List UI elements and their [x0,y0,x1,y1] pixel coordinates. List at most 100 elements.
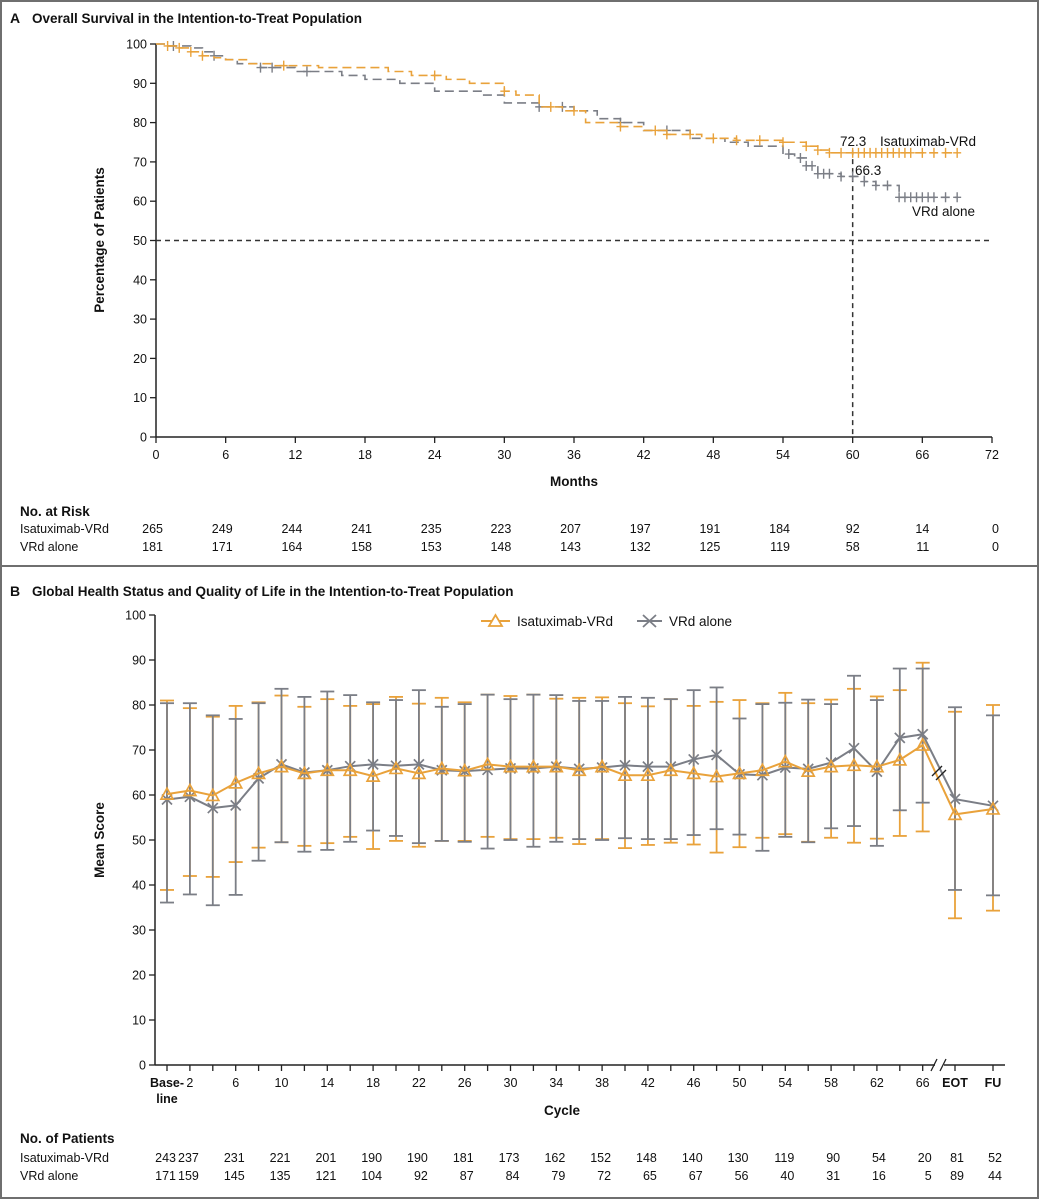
x-tick-label: 34 [549,1076,563,1090]
isa-triangle-marker [274,758,289,773]
risk-value: 92 [846,522,860,536]
risk-value: 235 [421,522,442,536]
line-break-icon [931,765,947,781]
patients-value: 81 [950,1151,964,1165]
patients-value: 92 [414,1169,428,1183]
y-tick-label: 100 [125,609,146,623]
y-tick-label: 70 [132,744,146,758]
patients-value: 135 [270,1169,291,1183]
isa-triangle-marker [686,765,702,780]
isa-triangle-marker [571,762,587,777]
x-tick-label: 66 [915,448,929,462]
x-tick-label: 6 [222,448,229,462]
patients-value: 145 [224,1169,245,1183]
x-tick-label: 6 [232,1076,239,1090]
y-tick-label: 10 [132,1014,146,1028]
isa-survival-curve [156,43,958,154]
isa-triangle-marker [228,775,244,789]
patients-value: 162 [544,1151,565,1165]
vrd-x-marker [894,732,906,744]
x-tick-label-line: line [156,1092,178,1106]
x-tick-label: 48 [706,448,720,462]
vrd-x-marker [688,753,700,766]
risk-value: 14 [915,522,929,536]
vrd-x-marker [848,742,860,754]
isa-censor-mark [732,135,741,146]
isa-censor-mark [570,105,578,116]
x-tick-label: 30 [497,448,511,462]
risk-value: 171 [212,540,233,554]
x-tick-label: 0 [153,448,160,462]
x-tick-label: Base-line [150,1076,184,1106]
y-tick-label: 20 [132,969,146,983]
patients-value: 190 [361,1151,382,1165]
risk-value: 191 [699,522,720,536]
legend-vrd-label: VRd alone [669,614,732,629]
isa-triangle-marker [800,763,816,777]
y-tick-label: 80 [132,699,146,713]
x-tick-label: 36 [567,448,581,462]
isa-triangle-marker [548,758,564,773]
vrd-censor-mark [953,192,962,203]
patients-value: 20 [918,1151,932,1165]
isa-censor-mark [651,125,660,136]
risk-value: 265 [142,522,163,536]
isa-censor-mark [430,70,439,81]
patients-value: 67 [689,1169,703,1183]
y-tick-label: 30 [132,924,146,938]
patients-value: 119 [774,1151,794,1165]
isa-censor-mark [662,129,671,140]
isa-triangle-marker [846,757,862,772]
patients-value: 44 [988,1169,1002,1183]
isa-triangle-marker [915,737,931,751]
risk-value: 249 [212,522,233,536]
patients-value: 221 [270,1151,291,1165]
patients-value: 90 [826,1151,840,1165]
isa-triangle-marker [388,760,404,775]
patients-value: 54 [872,1151,886,1165]
panel-a-title: Overall Survival in the Intention-to-Tre… [32,11,362,26]
patients-value: 56 [735,1169,749,1183]
risk-value: 0 [992,540,999,554]
legend-isa-triangle-icon [487,613,504,627]
x-tick-label: 26 [458,1076,472,1090]
x-tick-label: 72 [985,448,999,462]
isa-triangle-marker [457,762,473,777]
patients-value: 84 [506,1169,520,1183]
patients-value: 31 [826,1169,840,1183]
x-tick-label: 54 [778,1076,792,1090]
y-tick-label: 10 [133,391,147,405]
isa-censor-mark [186,46,195,57]
vrd-censor-mark [796,152,805,163]
risk-value: 164 [281,540,302,554]
isa-triangle-marker [892,752,908,766]
y-tick-label: 90 [133,77,147,91]
isa-censor-mark [802,141,811,152]
y-tick-label: 0 [139,1059,146,1073]
risk-row-label: Isatuximab-VRd [20,522,109,536]
isa-triangle-marker [985,801,1001,815]
y-tick-label: 60 [132,789,146,803]
patients-value: 87 [460,1169,474,1183]
isa-triangle-marker [434,760,450,775]
risk-value: 207 [560,522,581,536]
patients-value: 79 [551,1169,565,1183]
vrd-x-marker [367,758,379,771]
vrd-x-marker [949,793,961,805]
y-tick-label: 40 [132,879,146,893]
isa-triangle-marker [319,762,335,777]
y-tick-label: 30 [133,313,147,327]
patients-value: 16 [872,1169,886,1183]
axis-break-icon [930,1058,947,1072]
legend-isa-label: Isatuximab-VRd [517,614,613,629]
vrd-censor-mark [256,62,265,73]
isa-triangle-marker [663,762,679,777]
isa-censor-mark [813,145,822,156]
panel-a-ylabel: Percentage of Patients [92,167,107,313]
vrd-censor-mark [825,168,834,179]
y-tick-label: 50 [133,234,147,248]
vrd-censor-mark [210,50,219,61]
panel-a-xlabel: Months [550,474,598,489]
vrd-60mo-value: 66.3 [855,163,881,178]
panel-b-title: Global Health Status and Quality of Life… [32,584,514,599]
